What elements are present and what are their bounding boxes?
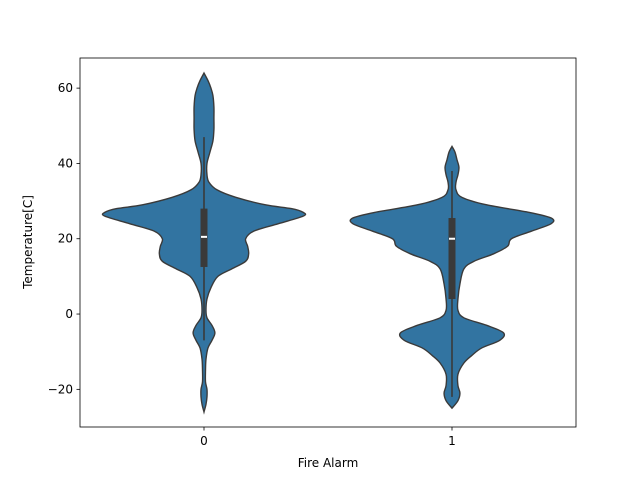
violin-iqr-box-1 — [448, 218, 456, 299]
plot-frame — [79, 57, 577, 428]
y-tick-label: 60 — [58, 81, 73, 95]
y-tick-label: 20 — [58, 232, 73, 246]
x-tick-label: 0 — [200, 434, 208, 448]
y-tick-label: 0 — [65, 307, 73, 321]
axes: −20 0 20 40 60 0 1 — [48, 57, 577, 448]
y-tick-label: −20 — [48, 382, 73, 396]
plot-area — [101, 71, 555, 415]
x-tick-label: 1 — [448, 434, 456, 448]
y-axis-label: Temperature[C] — [21, 195, 35, 290]
y-tick-label: 40 — [58, 156, 73, 170]
x-axis-label: Fire Alarm — [298, 456, 359, 470]
